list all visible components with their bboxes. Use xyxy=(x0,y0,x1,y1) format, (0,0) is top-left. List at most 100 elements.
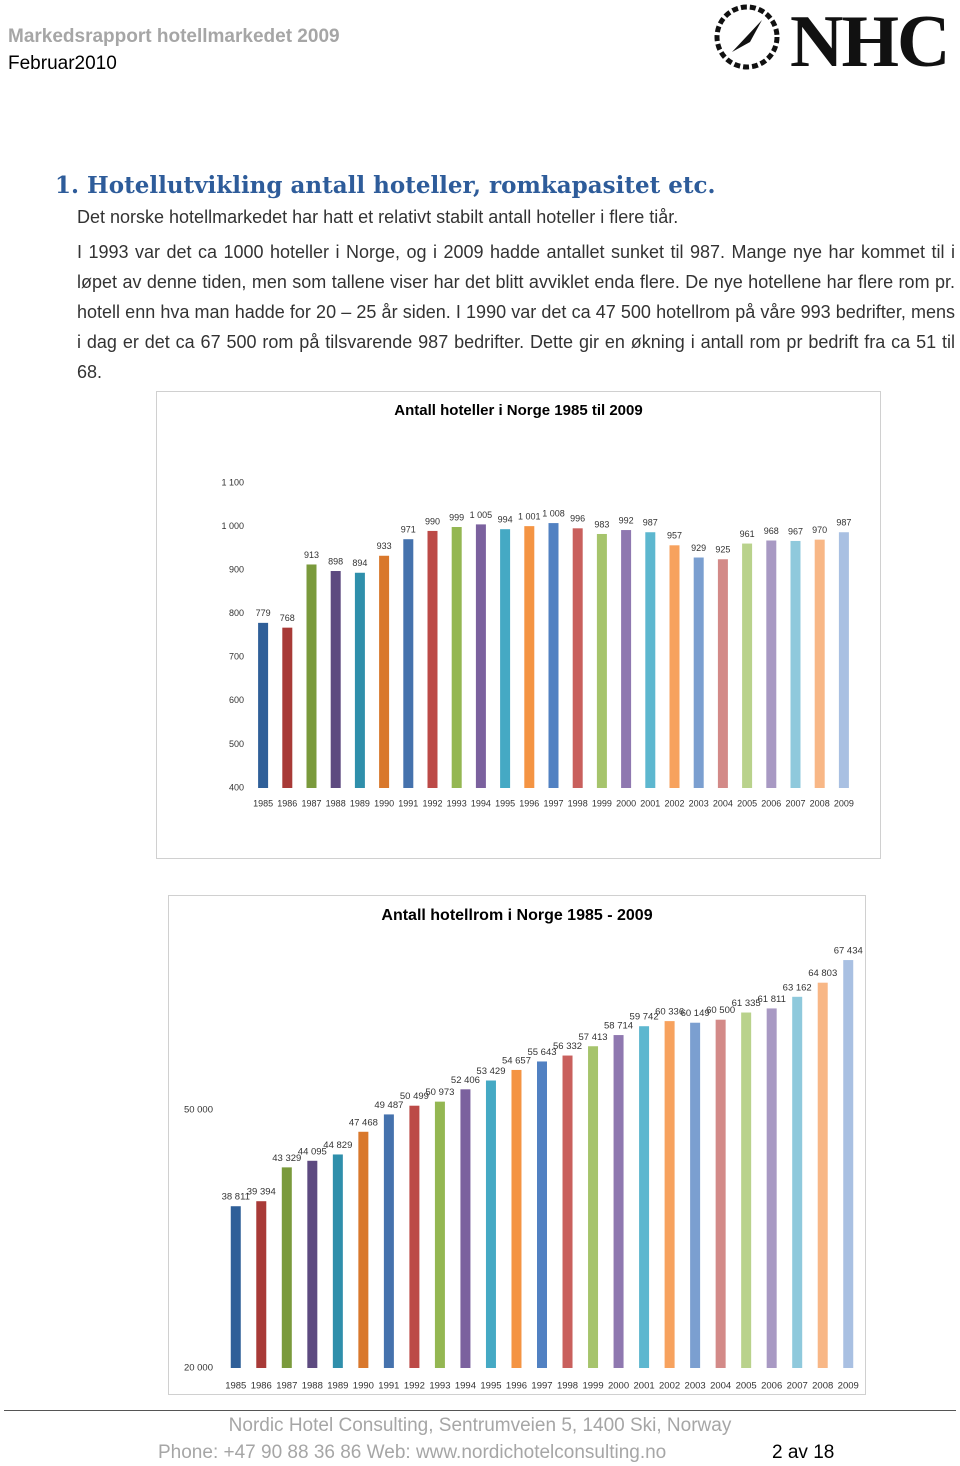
data-label: 987 xyxy=(836,518,851,528)
header-title: Markedsrapport hotellmarkedet 2009 xyxy=(8,26,340,47)
bar xyxy=(715,1019,726,1368)
logo-mark xyxy=(714,4,780,70)
data-label: 929 xyxy=(691,543,706,553)
bar xyxy=(562,1055,573,1368)
data-label: 996 xyxy=(570,514,585,524)
data-label: 60 149 xyxy=(681,1008,710,1019)
x-tick-label: 1985 xyxy=(225,1381,246,1392)
data-label: 57 413 xyxy=(579,1032,608,1043)
bar xyxy=(306,564,317,788)
bar xyxy=(664,1021,675,1368)
x-tick-label: 2000 xyxy=(608,1381,629,1392)
x-tick-label: 1998 xyxy=(568,798,588,808)
data-label: 999 xyxy=(449,512,464,522)
x-tick-label: 1994 xyxy=(455,1381,476,1392)
bar xyxy=(258,622,269,788)
data-label: 933 xyxy=(377,541,392,551)
data-label: 39 394 xyxy=(247,1187,276,1198)
x-tick-label: 1986 xyxy=(277,798,297,808)
bar xyxy=(814,539,825,788)
bar xyxy=(790,540,801,788)
chart-title: Antall hoteller i Norge 1985 til 2009 xyxy=(394,402,642,419)
bar xyxy=(403,539,414,788)
bar xyxy=(354,572,365,788)
bar xyxy=(307,1160,318,1368)
x-tick-label: 1995 xyxy=(495,798,515,808)
data-label: 61 811 xyxy=(758,994,786,1005)
x-tick-label: 2005 xyxy=(736,1381,757,1392)
x-tick-label: 1992 xyxy=(404,1381,425,1392)
x-tick-label: 2008 xyxy=(812,1381,833,1392)
x-tick-label: 2007 xyxy=(787,1381,808,1392)
y-tick-label: 600 xyxy=(229,695,244,705)
paragraph: I 1993 var det ca 1000 hoteller i Norge,… xyxy=(77,242,955,382)
bar xyxy=(511,1069,522,1368)
page-number: 2 av 18 xyxy=(772,1442,835,1463)
data-label: 44 829 xyxy=(323,1140,352,1151)
x-tick-label: 1989 xyxy=(327,1381,348,1392)
x-tick-label: 1994 xyxy=(471,798,491,808)
bar xyxy=(817,982,828,1368)
footer-address: Nordic Hotel Consulting, Sentrumveien 5,… xyxy=(228,1415,732,1436)
data-label: 967 xyxy=(788,526,803,536)
x-tick-label: 2008 xyxy=(810,798,830,808)
x-tick-label: 1992 xyxy=(422,798,442,808)
y-tick-label: 50 000 xyxy=(184,1105,213,1116)
data-label: 990 xyxy=(425,516,440,526)
bar xyxy=(621,530,632,788)
bar xyxy=(460,1089,471,1368)
paragraph: Det norske hotellmarkedet har hatt et re… xyxy=(77,207,679,227)
y-tick-label: 700 xyxy=(229,652,244,662)
data-label: 38 811 xyxy=(222,1192,250,1203)
footer-contact: Phone: +47 90 88 36 86 Web: www.nordicho… xyxy=(158,1442,667,1463)
data-label: 1 005 xyxy=(470,510,493,520)
x-tick-label: 1991 xyxy=(398,798,418,808)
data-label: 54 657 xyxy=(502,1055,531,1066)
bar xyxy=(282,627,293,788)
data-label: 994 xyxy=(498,515,513,525)
x-tick-label: 1986 xyxy=(251,1381,272,1392)
x-tick-label: 1990 xyxy=(374,798,394,808)
x-tick-label: 1996 xyxy=(519,798,539,808)
bar xyxy=(588,1046,599,1368)
x-tick-label: 2002 xyxy=(659,1381,680,1392)
chart: Antall hoteller i Norge 1985 til 2009 400… xyxy=(221,402,853,808)
x-tick-label: 1999 xyxy=(592,798,612,808)
bar xyxy=(741,1012,752,1368)
x-tick-label: 2007 xyxy=(785,798,805,808)
bar xyxy=(639,1026,650,1368)
data-label: 1 001 xyxy=(518,512,541,522)
bar xyxy=(613,1035,624,1368)
x-tick-label: 2003 xyxy=(689,798,709,808)
x-tick-label: 1987 xyxy=(301,798,321,808)
x-tick-label: 1999 xyxy=(582,1381,603,1392)
data-label: 58 714 xyxy=(604,1021,633,1032)
data-label: 56 332 xyxy=(553,1041,582,1052)
data-label: 957 xyxy=(667,531,682,541)
data-label: 63 162 xyxy=(783,982,812,993)
x-tick-label: 2001 xyxy=(640,798,660,808)
data-label: 961 xyxy=(740,529,755,539)
bar xyxy=(485,1080,496,1368)
y-tick-label: 1 100 xyxy=(221,477,244,487)
data-label: 60 336 xyxy=(655,1007,684,1018)
data-label: 52 406 xyxy=(451,1075,480,1086)
data-label: 983 xyxy=(594,519,609,529)
bar xyxy=(843,960,854,1368)
data-label: 987 xyxy=(643,518,658,528)
logo-text: NHC xyxy=(790,1,950,83)
data-label: 925 xyxy=(715,545,730,555)
x-tick-label: 2004 xyxy=(713,798,733,808)
y-tick-label: 20 000 xyxy=(184,1363,213,1374)
x-tick-label: 1998 xyxy=(557,1381,578,1392)
bar xyxy=(383,1114,394,1368)
x-tick-label: 1988 xyxy=(302,1381,323,1392)
x-tick-label: 1990 xyxy=(353,1381,374,1392)
data-label: 49 487 xyxy=(374,1100,403,1111)
bar xyxy=(766,1008,777,1368)
chart: Antall hotellrom i Norge 1985 - 2009 20 0… xyxy=(184,907,863,1392)
data-label: 67 434 xyxy=(834,946,863,957)
x-tick-label: 1993 xyxy=(429,1381,450,1392)
x-tick-label: 2004 xyxy=(710,1381,731,1392)
bar xyxy=(379,555,390,788)
